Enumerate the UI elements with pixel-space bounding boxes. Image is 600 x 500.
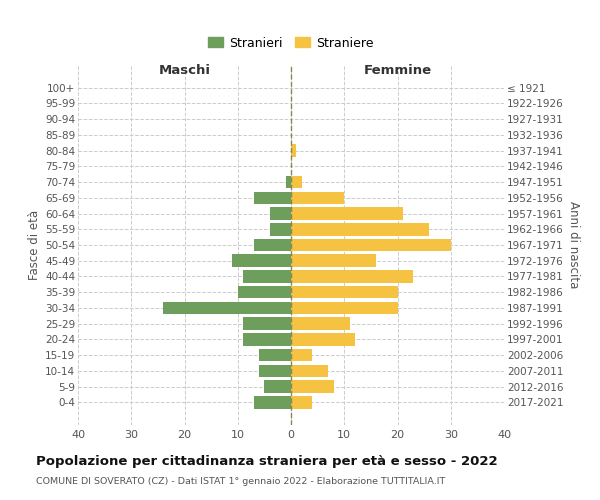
Text: COMUNE DI SOVERATO (CZ) - Dati ISTAT 1° gennaio 2022 - Elaborazione TUTTITALIA.I: COMUNE DI SOVERATO (CZ) - Dati ISTAT 1° … bbox=[36, 478, 445, 486]
Bar bbox=[291, 192, 344, 204]
Text: Maschi: Maschi bbox=[158, 64, 211, 76]
Bar bbox=[291, 333, 355, 345]
Bar bbox=[291, 223, 430, 235]
Bar bbox=[291, 318, 350, 330]
Bar bbox=[254, 396, 291, 408]
Bar bbox=[259, 364, 291, 377]
Bar bbox=[238, 286, 291, 298]
Bar bbox=[163, 302, 291, 314]
Bar bbox=[291, 238, 451, 252]
Bar bbox=[259, 349, 291, 362]
Bar bbox=[291, 176, 302, 188]
Bar bbox=[232, 254, 291, 267]
Bar bbox=[243, 270, 291, 283]
Bar bbox=[243, 333, 291, 345]
Text: Popolazione per cittadinanza straniera per età e sesso - 2022: Popolazione per cittadinanza straniera p… bbox=[36, 455, 497, 468]
Text: Femmine: Femmine bbox=[364, 64, 431, 76]
Bar bbox=[291, 286, 398, 298]
Bar bbox=[291, 270, 413, 283]
Bar bbox=[270, 207, 291, 220]
Y-axis label: Fasce di età: Fasce di età bbox=[28, 210, 41, 280]
Bar bbox=[291, 207, 403, 220]
Bar bbox=[291, 144, 296, 157]
Bar bbox=[286, 176, 291, 188]
Bar bbox=[265, 380, 291, 393]
Bar bbox=[254, 238, 291, 252]
Bar bbox=[291, 254, 376, 267]
Bar bbox=[291, 302, 398, 314]
Bar bbox=[291, 380, 334, 393]
Bar bbox=[270, 223, 291, 235]
Bar bbox=[291, 349, 313, 362]
Bar bbox=[291, 364, 328, 377]
Legend: Stranieri, Straniere: Stranieri, Straniere bbox=[203, 32, 379, 54]
Bar bbox=[254, 192, 291, 204]
Y-axis label: Anni di nascita: Anni di nascita bbox=[567, 202, 580, 288]
Bar bbox=[291, 396, 313, 408]
Bar bbox=[243, 318, 291, 330]
